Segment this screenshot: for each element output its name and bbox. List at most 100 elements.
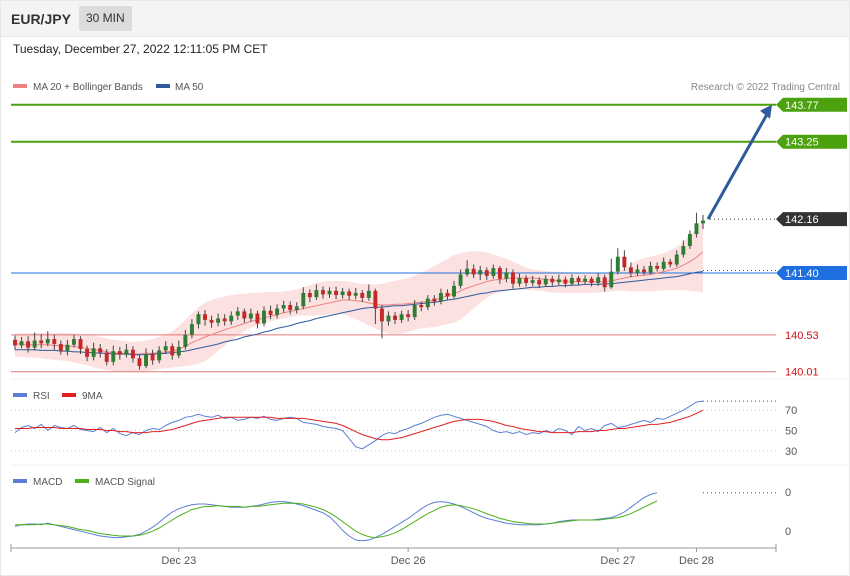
candle-body	[681, 246, 686, 255]
candle-body	[360, 292, 365, 298]
candle-body	[320, 290, 325, 295]
candle-body	[399, 314, 404, 320]
candle-body	[13, 339, 17, 346]
candle-body	[701, 220, 705, 224]
symbol-title: EUR/JPY	[11, 11, 71, 27]
candle-body	[327, 290, 332, 295]
candle-body	[661, 261, 666, 269]
candle-body	[406, 314, 411, 318]
candle-body	[229, 315, 234, 322]
candle-body	[183, 334, 188, 347]
candle-body	[163, 346, 168, 351]
candle-body	[281, 305, 286, 309]
candle-body	[556, 279, 561, 283]
rsi-tick-label: 50	[785, 426, 797, 438]
candle-body	[379, 308, 384, 322]
timeframe-button[interactable]: 30 MIN	[79, 6, 132, 31]
candle-body	[589, 278, 594, 283]
candle-body	[569, 278, 574, 284]
candle-body	[255, 313, 260, 324]
candle-body	[615, 256, 620, 272]
candle-body	[563, 279, 568, 284]
legend-label-macd: MACD	[33, 477, 62, 488]
ma20-line	[15, 251, 704, 355]
legend-label-rsi: RSI	[33, 391, 50, 402]
candle-body	[674, 254, 679, 265]
ma50-line	[15, 271, 704, 356]
legend-label-macd-signal: MACD Signal	[95, 477, 155, 488]
level-tag-142.16	[776, 212, 847, 227]
candle-body	[550, 278, 555, 283]
candle-body	[622, 256, 627, 268]
macd-tick-label: 0	[785, 487, 791, 499]
legend-swatch-macd	[13, 479, 27, 483]
level-label-143.77: 143.77	[785, 100, 819, 112]
candle-body	[596, 277, 601, 283]
legend-label-ma50: MA 50	[175, 82, 204, 93]
legend-label-rsi-ma: 9MA	[82, 391, 103, 402]
candle-body	[45, 339, 50, 344]
candle-body	[465, 268, 470, 275]
candle-body	[366, 290, 371, 298]
candle-body	[478, 270, 483, 275]
candle-body	[157, 350, 162, 361]
candle-body	[216, 318, 221, 323]
candle-body	[301, 292, 306, 307]
candle-body	[104, 352, 109, 362]
credit-text: Research © 2022 Trading Central	[691, 82, 840, 93]
candle-body	[340, 291, 345, 296]
candle-body	[78, 339, 83, 350]
candle-body	[98, 348, 103, 353]
candle-body	[124, 349, 129, 355]
candle-body	[91, 348, 96, 357]
candle-body	[655, 265, 660, 269]
candle-body	[32, 340, 37, 348]
candle-body	[203, 314, 207, 320]
macd-tick-label: 0	[785, 526, 791, 538]
candle-body	[209, 319, 214, 323]
candle-body	[491, 268, 496, 276]
legend-label-ma20: MA 20 + Bollinger Bands	[33, 82, 143, 93]
candle-body	[393, 315, 398, 320]
candle-body	[524, 278, 529, 283]
projection-arrow	[706, 110, 771, 220]
candle-body	[438, 292, 443, 302]
candle-body	[537, 280, 542, 285]
candle-body	[347, 291, 352, 296]
candle-body	[458, 274, 463, 286]
candle-body	[471, 268, 476, 275]
candle-body	[196, 314, 201, 325]
legend-swatch-ma50	[156, 84, 170, 88]
candle-body	[628, 267, 633, 274]
candle-body	[130, 349, 135, 359]
legend-swatch-ma20	[13, 84, 27, 88]
level-label-143.25: 143.25	[785, 137, 819, 149]
candle-body	[425, 298, 430, 308]
x-tick-label: Dec 27	[600, 555, 635, 567]
chart-header: EUR/JPY 30 MIN	[0, 0, 850, 37]
candle-body	[65, 344, 70, 352]
candle-body	[432, 298, 437, 302]
candle-body	[517, 278, 522, 284]
candle-body	[484, 270, 489, 276]
candle-body	[19, 341, 24, 346]
candle-body	[294, 306, 299, 310]
candle-body	[307, 292, 312, 298]
candle-body	[288, 305, 293, 310]
candle-body	[262, 310, 266, 324]
level-tag-143.77	[776, 97, 847, 112]
timestamp: Tuesday, December 27, 2022 12:11:05 PM C…	[13, 42, 268, 56]
bollinger-band	[15, 220, 703, 373]
x-tick-label: Dec 23	[161, 555, 196, 567]
candle-body	[530, 280, 535, 283]
candle-body	[511, 272, 515, 284]
candle-body	[635, 269, 640, 274]
candle-body	[583, 278, 588, 282]
level-label-140.53: 140.53	[785, 330, 819, 342]
rsi-line	[14, 400, 704, 450]
candle-body	[694, 223, 699, 234]
candle-body	[235, 311, 240, 316]
legend-swatch-rsi	[13, 393, 27, 397]
candle-body	[373, 290, 378, 309]
x-tick-label: Dec 28	[679, 555, 714, 567]
